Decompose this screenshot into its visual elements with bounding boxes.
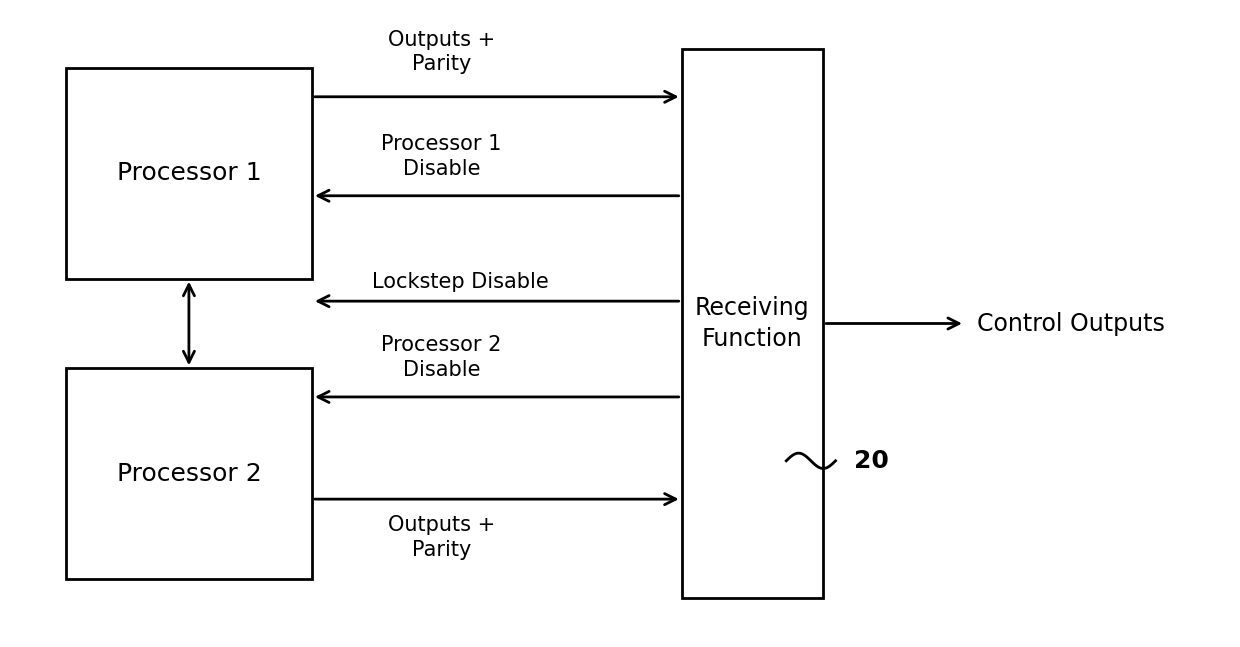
Bar bbox=[66, 368, 312, 579]
Text: Receiving
Function: Receiving Function bbox=[696, 296, 810, 351]
Text: Processor 2
Disable: Processor 2 Disable bbox=[381, 335, 502, 380]
Text: Control Outputs: Control Outputs bbox=[977, 311, 1166, 336]
Bar bbox=[682, 49, 823, 598]
Text: Outputs +
Parity: Outputs + Parity bbox=[388, 515, 495, 560]
Text: Processor 1: Processor 1 bbox=[117, 161, 262, 186]
Text: Outputs +
Parity: Outputs + Parity bbox=[388, 30, 495, 74]
Bar bbox=[66, 68, 312, 279]
Text: Processor 2: Processor 2 bbox=[117, 461, 262, 486]
Text: 20: 20 bbox=[854, 449, 889, 473]
Text: Processor 1
Disable: Processor 1 Disable bbox=[381, 134, 502, 179]
Text: Lockstep Disable: Lockstep Disable bbox=[372, 272, 548, 292]
